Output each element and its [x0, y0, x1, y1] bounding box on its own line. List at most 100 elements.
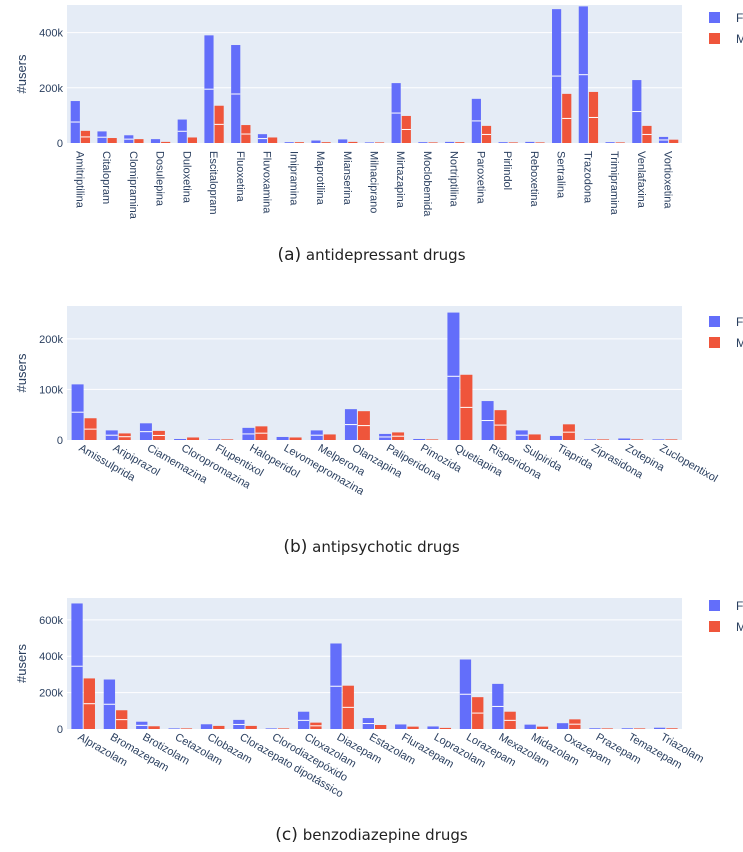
xtick-label-a-paroxetina: Paroxetina: [474, 151, 486, 204]
plot-area-c: [67, 598, 682, 729]
bar-c-clorodiazepoxido-f: [265, 728, 277, 729]
xtick-label-a-sertralina: Sertralina: [555, 151, 567, 199]
bar-a-duloxetina-m: [187, 137, 197, 143]
xtick-label-a-mirtazapina: Mirtazapina: [394, 151, 406, 209]
bar-a-mianserina-m: [348, 141, 358, 143]
bar-c-loprazolam-f: [427, 726, 439, 729]
chart-c: 0200k400k600k#usersAlprazolamBromazepamB…: [14, 598, 743, 800]
ytick-label-c-3: 600k: [39, 615, 63, 627]
bar-a-clomipramina-m: [134, 139, 144, 143]
bar-b-zuclopentixol-f: [652, 439, 665, 440]
bar-a-reboxetina-f: [525, 141, 535, 143]
chart-panel-a: 0 200k 400k #users Amitriptilina Citalopram Cl…: [0, 0, 743, 270]
bar-c-midazolam-m: [536, 726, 549, 729]
caption-a-text: antidepressant drugs: [305, 246, 466, 264]
xtick-label-a-fluvoxamina: Fluvoxamina: [261, 151, 273, 214]
bar-c-flurazepam-m: [407, 726, 419, 729]
xtick-label-a-trimipramina: Trimipramina: [608, 151, 620, 216]
bar-b-sulpirida-m: [528, 434, 541, 440]
bar-b-zotepina-f: [618, 438, 631, 440]
xtick-label-a-nortriptilina: Nortriptilina: [448, 151, 460, 208]
ytick-label-c-0: 0: [57, 724, 63, 736]
legend-label-b-f: F: [736, 315, 743, 329]
chart-b: 0100k200k#usersAmissulpridaAripiprazolCi…: [14, 306, 743, 498]
xtick-label-a-dosulepina: Dosulepina: [154, 151, 166, 207]
caption-b: (b) antipsychotic drugs: [0, 537, 743, 557]
caption-c: (c) benzodiazepine drugs: [0, 825, 743, 845]
bar-b-ziprasidona-f: [584, 439, 597, 440]
bar-c-clorodiazepoxido-m: [277, 728, 290, 729]
bar-b-cloropromazina-m: [187, 437, 200, 440]
caption-b-prefix: (b): [283, 537, 308, 557]
legend-label-c-m: M: [736, 620, 743, 634]
bar-b-ziprasidona-m: [597, 439, 610, 440]
legend-label-a-f: F: [736, 11, 743, 25]
xtick-label-a-mianserina: Mianserina: [341, 151, 353, 206]
xtick-label-a-reboxetina: Reboxetina: [528, 151, 540, 208]
legend-swatch-a-m: [709, 33, 720, 44]
ytick-label-b-2: 200k: [39, 334, 63, 346]
bar-b-flupentixol-m: [221, 439, 234, 440]
xtick-label-a-moclobemida: Moclobemida: [421, 151, 433, 217]
bar-c-cetazolam-f: [168, 728, 180, 729]
bar-c-loprazolam-m: [439, 727, 452, 729]
bar-a-nortriptilina-m: [455, 142, 465, 143]
bar-b-zuclopentixol-m: [665, 439, 678, 440]
bar-a-imipramina-m: [294, 142, 304, 143]
bar-a-maprotilina-f: [311, 140, 321, 143]
bar-a-imipramina-f: [284, 142, 294, 143]
legend-label-b-m: M: [736, 336, 743, 350]
bar-a-maprotilina-m: [321, 142, 331, 143]
bar-a-mianserina-f: [338, 139, 348, 143]
bar-a-trimipramina-m: [615, 142, 625, 143]
bar-c-clobazam-m: [213, 725, 225, 729]
bar-b-tiaprida-f: [549, 435, 562, 440]
xtick-label-a-duloxetina: Duloxetina: [180, 151, 192, 204]
bar-a-milnaciprano-m: [375, 142, 385, 143]
ytick-label-c-1: 200k: [39, 688, 63, 700]
yaxis-title-c: #users: [14, 643, 29, 683]
chart-panel-b: 0 100k 200k #users Amissulprida Aripiprazol Ci…: [0, 285, 743, 560]
bar-c-clorazepato-dipotassico-m: [245, 725, 257, 729]
ytick-label-b-0: 0: [57, 435, 63, 447]
chart-panel-c: 0 200k 400k 600k #users Alprazolam Bromazepam B…: [0, 578, 743, 852]
bar-c-estazolam-m: [375, 724, 387, 729]
legend-label-c-f: F: [736, 599, 743, 613]
bar-c-prazepam-m: [601, 728, 613, 729]
xtick-label-a-vortioxetina: Vortioxetina: [662, 151, 674, 209]
legend-label-a-m: M: [736, 32, 743, 46]
bar-c-cetazolam-m: [180, 728, 193, 729]
yaxis-title-a: #users: [14, 54, 29, 94]
xtick-label-a-milnaciprano: Milnaciprano: [368, 151, 380, 213]
xtick-label-a-amitriptilina: Amitriptilina: [73, 151, 85, 209]
bar-a-moclobemida-m: [428, 142, 438, 143]
bar-c-oxazepam-f: [556, 723, 569, 729]
bar-a-trimipramina-f: [605, 142, 615, 143]
bar-a-fluvoxamina-m: [268, 137, 278, 143]
bar-a-dosulepina-m: [161, 141, 171, 143]
xtick-label-a-maprotilina: Maprotilina: [314, 151, 326, 206]
caption-b-text: antipsychotic drugs: [312, 538, 460, 556]
bar-a-moclobemida-f: [418, 142, 428, 143]
ytick-label-c-2: 400k: [39, 651, 63, 663]
bar-c-flurazepam-f: [395, 724, 407, 729]
bar-b-levomepromazina-f: [276, 436, 289, 440]
caption-c-text: benzodiazepine drugs: [302, 826, 468, 844]
bar-c-prazepam-f: [589, 728, 601, 729]
bar-a-vortioxetina-m: [669, 139, 679, 143]
bar-a-dosulepina-f: [150, 139, 161, 143]
legend-swatch-b-m: [709, 337, 720, 348]
bar-b-pimozida-m: [426, 439, 439, 440]
bar-b-pimozida-f: [413, 438, 426, 440]
xtick-label-b-zuclopentixol: Zuclopentixol: [657, 442, 719, 485]
bar-a-nortriptilina-f: [445, 141, 455, 143]
legend-swatch-c-m: [709, 621, 720, 632]
caption-a-prefix: (a): [277, 245, 302, 265]
caption-a: (a) antidepressant drugs: [0, 245, 743, 265]
plot-area-b: [67, 306, 682, 440]
bar-b-melperona-m: [323, 434, 336, 440]
chart-a: 0 200k 400k #users Amitriptilina Citalopram Cl…: [14, 5, 743, 220]
bar-c-temazepam-f: [621, 728, 633, 729]
legend-swatch-b-f: [709, 316, 720, 327]
xtick-label-a-imipramina: Imipramina: [287, 151, 299, 206]
